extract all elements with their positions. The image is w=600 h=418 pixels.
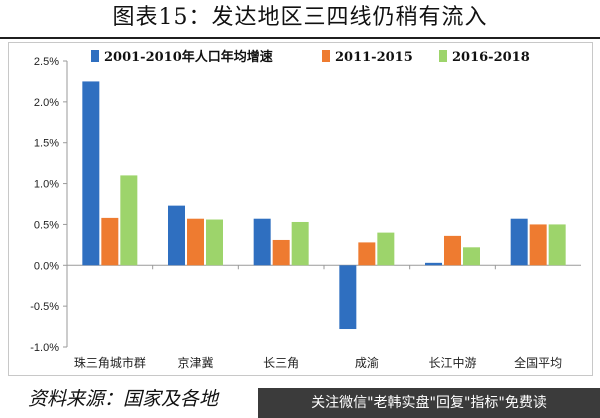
- bar: [510, 218, 528, 266]
- legend-label: 2016-2018: [452, 50, 530, 65]
- y-tick-label: 2.0%: [34, 97, 59, 109]
- bar: [187, 218, 204, 266]
- bar: [548, 224, 566, 266]
- y-tick-label: 0.5%: [34, 219, 59, 231]
- legend-swatch: [322, 50, 330, 62]
- bar: [463, 247, 480, 266]
- page-title: 图表15：发达地区三四线仍稍有流入: [112, 5, 488, 30]
- x-category-label: 全国平均: [514, 355, 562, 370]
- legend-swatch: [91, 50, 99, 62]
- y-tick-label: 2.5%: [34, 56, 59, 68]
- bar: [529, 224, 547, 266]
- y-tick-label: -0.5%: [30, 301, 59, 313]
- bar: [358, 242, 376, 266]
- x-category-label: 成渝: [355, 355, 379, 370]
- x-category-label: 珠三角城市群: [74, 355, 146, 370]
- y-tick-label: 1.5%: [34, 138, 59, 150]
- bar: [168, 205, 185, 266]
- title-divider: [0, 37, 600, 39]
- bar: [444, 235, 461, 266]
- y-tick-label: 1.0%: [34, 179, 59, 191]
- legend-label: 2011-2015: [335, 50, 413, 65]
- chart-frame: -1.0% -0.5% 0.0% 0.5% 1.0% 1.5% 2.0% 2.5% 珠三角城市群…: [8, 42, 593, 376]
- bar: [253, 218, 271, 266]
- y-tick-label: 0.0%: [34, 260, 59, 272]
- bar: [425, 262, 442, 266]
- bar: [339, 265, 357, 330]
- bar: [272, 239, 290, 266]
- bar: [120, 175, 138, 266]
- x-category-label: 京津冀: [177, 356, 213, 370]
- y-tick-label: -1.0%: [30, 342, 59, 354]
- bar: [377, 232, 395, 266]
- population-growth-bar-chart: -1.0% -0.5% 0.0% 0.5% 1.0% 1.5% 2.0% 2.5% 珠三角城市群…: [30, 49, 581, 370]
- legend-label: 2001-2010年人口年均增速: [104, 49, 273, 65]
- bar: [291, 221, 309, 266]
- bar: [82, 81, 100, 266]
- bar: [101, 217, 119, 266]
- x-category-label: 长三角: [263, 356, 299, 370]
- x-category-label: 长江中游: [428, 355, 476, 370]
- source-note: 资料来源：国家及各地: [28, 388, 219, 410]
- watermark-banner: 关注微信"老韩实盘"回复"指标"免费读: [258, 388, 600, 418]
- bar: [206, 219, 223, 266]
- legend-swatch: [439, 50, 447, 62]
